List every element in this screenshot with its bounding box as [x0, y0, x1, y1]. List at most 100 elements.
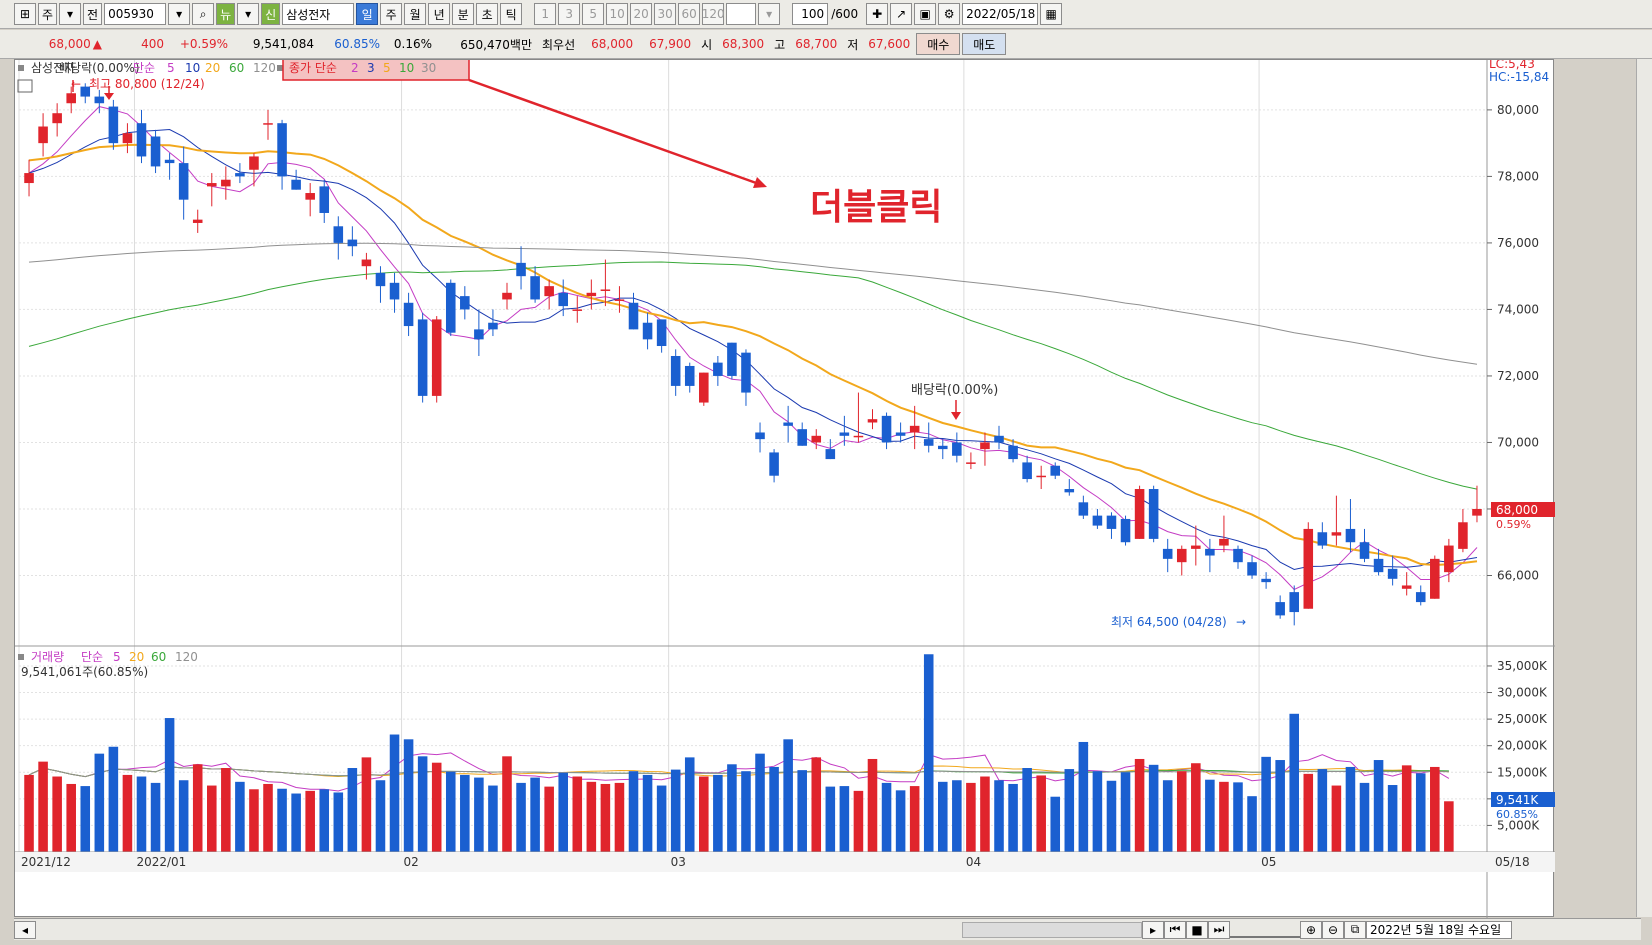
interval-3-button[interactable]: 3 — [558, 3, 581, 25]
volume-bar — [544, 786, 554, 852]
sell-button[interactable]: 매도 — [962, 33, 1007, 55]
volume-bar — [164, 718, 175, 852]
candle-body — [1078, 502, 1089, 516]
right-axis-tags: LC:5,43 HC:-15,84 68,000 0.59% 9,541K 60… — [1489, 60, 1555, 821]
count-input[interactable]: 100 — [792, 3, 829, 25]
credit-button[interactable]: 신 — [261, 3, 281, 25]
lc-label: LC:5,43 — [1489, 60, 1535, 71]
volume-bar — [263, 783, 273, 852]
period-week-button[interactable]: 주 — [380, 3, 403, 25]
candle-body — [1233, 548, 1243, 563]
stock-code-input[interactable]: 005930 — [104, 3, 167, 25]
candle-body — [305, 193, 315, 200]
period-year-button[interactable]: 년 — [428, 3, 451, 25]
volume-bar — [1078, 741, 1089, 852]
volume-bar — [937, 781, 948, 852]
stop-icon[interactable]: ■ — [1186, 920, 1208, 939]
candle-body — [488, 322, 498, 330]
scroll-right-icon[interactable]: ▸ — [1142, 920, 1164, 939]
interval-5-button[interactable]: 5 — [582, 3, 605, 25]
price-tag-pct: 0.59% — [1496, 518, 1531, 531]
window-icon[interactable]: ⧉ — [1344, 920, 1366, 939]
volume-bar — [319, 789, 330, 852]
rewind-icon[interactable]: ⏮ — [1164, 920, 1186, 939]
price-tick-label: 72,000 — [1497, 369, 1539, 383]
code-dropdown-icon[interactable]: ▾ — [168, 3, 191, 25]
date-input[interactable]: 2022/05/18 — [962, 3, 1039, 25]
candle-body — [952, 442, 962, 456]
fast-forward-icon[interactable]: ⏭ — [1208, 920, 1230, 939]
period-month-button[interactable]: 월 — [404, 3, 427, 25]
high-arrow-icon: ← — [71, 77, 81, 91]
candle-body — [150, 136, 161, 167]
interval-10-button[interactable]: 10 — [606, 3, 629, 25]
price-tag-box — [1491, 502, 1555, 517]
selected-period-3: 3 — [367, 61, 375, 75]
volume-bar — [235, 781, 245, 852]
tool-icon[interactable]: ↗ — [890, 3, 913, 25]
interval-120-button[interactable]: 120 — [702, 3, 725, 25]
period-day-button[interactable]: 일 — [356, 3, 379, 25]
vertical-scrollbar[interactable] — [1636, 59, 1652, 917]
volume-bar — [52, 776, 62, 852]
price-legend[interactable]: 삼성전자 배당락(0.00%) 단순 5 10 20 60 120 — [17, 61, 283, 93]
zoom-out-icon[interactable]: ⊖ — [1322, 920, 1344, 939]
link-icon[interactable]: ⊞ — [14, 3, 36, 25]
save-icon[interactable]: ▣ — [914, 3, 937, 25]
volume-bar — [839, 786, 850, 852]
volume-legend[interactable]: 거래량 단순 5 20 60 120 9,541,061주(60.85%) — [18, 650, 198, 679]
period-minute-button[interactable]: 분 — [452, 3, 475, 25]
volume-bar — [460, 774, 470, 852]
candle-body — [375, 272, 386, 287]
volume-bar — [642, 774, 653, 852]
annotation-arrow — [468, 78, 767, 188]
volume-bar — [488, 785, 498, 852]
volume-bar — [1120, 772, 1131, 852]
volume-bar — [1317, 769, 1328, 852]
buy-button[interactable]: 매수 — [916, 33, 961, 55]
vol-legend-ma-label: 단순 — [81, 650, 103, 664]
candle-body — [1162, 548, 1173, 559]
dividend-text: 배당락(0.00%) — [911, 383, 998, 398]
interval-30-button[interactable]: 30 — [654, 3, 677, 25]
market-radio[interactable]: 주 — [38, 3, 58, 25]
scroll-track[interactable] — [36, 922, 962, 938]
search-icon[interactable]: ⌕ — [192, 3, 215, 25]
prev-label[interactable]: 전 — [83, 3, 103, 25]
zoom-slider[interactable] — [1230, 922, 1300, 938]
period-second-button[interactable]: 초 — [476, 3, 499, 25]
x-axis-band — [15, 852, 1555, 872]
news-dropdown-icon[interactable]: ▾ — [237, 3, 260, 25]
interval-20-button[interactable]: 20 — [630, 3, 653, 25]
zoom-in-icon[interactable]: ⊕ — [1300, 920, 1322, 939]
interval-60-button[interactable]: 60 — [678, 3, 701, 25]
table-icon[interactable] — [17, 79, 33, 93]
market-dropdown-icon[interactable]: ▾ — [59, 3, 82, 25]
interval-custom-input[interactable] — [726, 3, 757, 25]
candle-body — [178, 163, 189, 200]
volume-bar — [431, 762, 442, 852]
cross-icon[interactable]: ✚ — [866, 3, 889, 25]
interval-1-button[interactable]: 1 — [534, 3, 557, 25]
selected-legend-box[interactable]: 종가 단순 2 3 5 10 30 — [282, 60, 470, 81]
candle-body — [136, 123, 147, 157]
candle-body — [572, 309, 583, 311]
volume-bar — [530, 777, 540, 852]
chart-area[interactable]: 80,000 78,000 76,000 74,000 72,000 70,000 68,0… — [14, 59, 1555, 918]
gear-icon[interactable]: ⚙ — [938, 3, 961, 25]
period-tick-button[interactable]: 틱 — [500, 3, 523, 25]
candle-body — [727, 342, 737, 376]
volume-bar — [699, 776, 709, 852]
calendar-icon[interactable]: ▦ — [1040, 3, 1063, 25]
interval-dropdown-icon[interactable]: ▾ — [758, 3, 781, 25]
volume-bar — [1022, 768, 1032, 852]
volume-bar — [122, 774, 133, 852]
volume-bar — [108, 746, 119, 852]
news-button[interactable]: 뉴 — [216, 3, 236, 25]
volume-bar — [952, 780, 962, 852]
scroll-left-icon[interactable]: ◂ — [14, 920, 36, 939]
scroll-thumb[interactable] — [962, 921, 1142, 938]
volume-bar — [1008, 783, 1018, 852]
horizontal-scrollbar[interactable]: ◂ ▸ ⏮ ■ ⏭ ⊕ ⊖ ⧉ 2022년 5월 18일 수요일 — [14, 918, 1641, 940]
price-volume-chart[interactable]: 80,000 78,000 76,000 74,000 72,000 70,000 68,0… — [15, 60, 1555, 918]
